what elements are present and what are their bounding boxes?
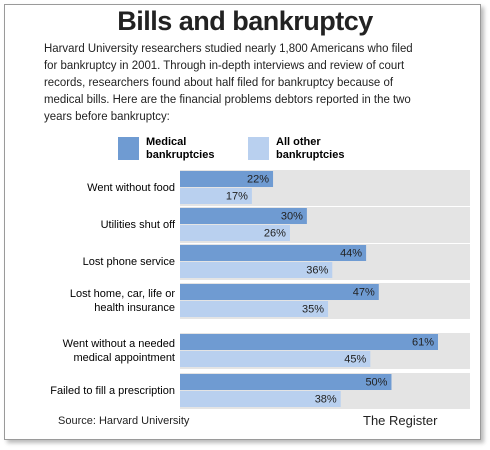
value-label: 47% xyxy=(353,286,375,298)
value-label: 36% xyxy=(306,264,328,276)
value-label: 61% xyxy=(412,336,434,348)
value-label: 44% xyxy=(340,247,362,259)
value-label: 38% xyxy=(315,393,337,405)
category-label: Lost home, car, life or health insurance xyxy=(69,288,175,314)
category-label: Lost phone service xyxy=(82,256,175,268)
bar xyxy=(180,391,341,407)
credit: The Register xyxy=(363,413,438,428)
value-label: 26% xyxy=(264,227,286,239)
bar xyxy=(180,225,290,241)
bar xyxy=(180,262,333,278)
bar xyxy=(180,301,329,317)
value-label: 35% xyxy=(302,303,324,315)
legend-swatch xyxy=(248,137,269,160)
legend-swatch xyxy=(118,137,139,160)
value-label: 30% xyxy=(281,210,303,222)
value-label: 17% xyxy=(226,190,248,202)
bar xyxy=(180,188,252,204)
bar xyxy=(180,208,307,224)
bar xyxy=(180,334,438,350)
value-label: 45% xyxy=(344,353,366,365)
chart-title: Bills and bankruptcy xyxy=(117,6,373,36)
category-label: Failed to fill a prescription xyxy=(50,385,175,397)
bar xyxy=(180,171,274,187)
value-label: 22% xyxy=(247,173,269,185)
bar xyxy=(180,351,371,367)
category-label: Went without a needed medical appointmen… xyxy=(62,338,175,364)
legend-label: All other bankruptcies xyxy=(276,136,345,161)
category-label: Utilities shut off xyxy=(100,219,175,231)
bar xyxy=(180,284,379,300)
value-label: 50% xyxy=(365,376,387,388)
legend-label: Medical bankruptcies xyxy=(146,136,215,161)
category-label: Went without food xyxy=(87,182,175,194)
chart-subtitle: Harvard University researchers studied n… xyxy=(44,41,413,123)
source: Source: Harvard University xyxy=(58,415,190,427)
bar xyxy=(180,245,367,261)
bar xyxy=(180,374,392,390)
